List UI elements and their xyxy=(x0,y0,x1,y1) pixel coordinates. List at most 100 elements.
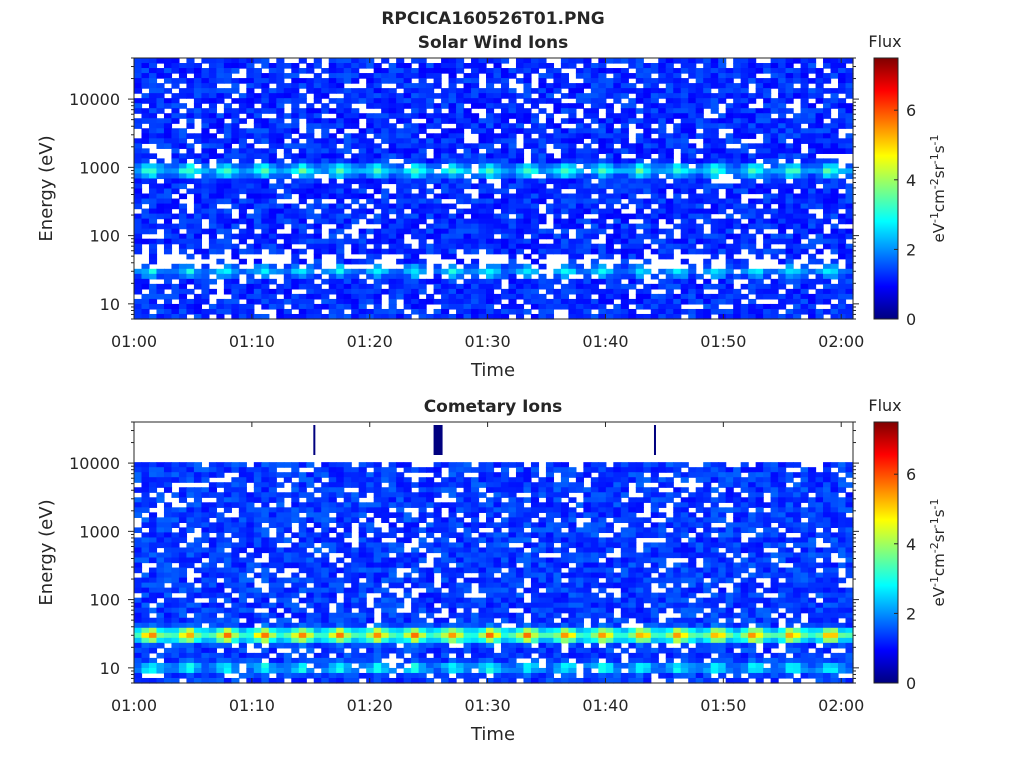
heatmap-cell xyxy=(695,168,704,175)
heatmap-cell xyxy=(823,123,832,129)
heatmap-cell xyxy=(793,198,802,205)
heatmap-cell xyxy=(830,258,839,265)
heatmap-cell xyxy=(201,637,210,644)
heatmap-cell xyxy=(268,512,277,518)
heatmap-cell xyxy=(456,123,465,129)
heatmap-cell xyxy=(261,662,270,669)
heatmap-cell xyxy=(291,253,300,260)
heatmap-cell xyxy=(515,288,525,295)
heatmap-cell xyxy=(673,103,682,109)
heatmap-cell xyxy=(441,143,450,149)
heatmap-cell xyxy=(186,238,195,245)
heatmap-cell xyxy=(134,477,143,483)
heatmap-cell xyxy=(553,158,562,164)
heatmap-cell xyxy=(141,138,150,144)
heatmap-cell xyxy=(268,497,277,503)
heatmap-cell xyxy=(261,537,270,544)
heatmap-cell xyxy=(815,113,824,119)
heatmap-cell xyxy=(298,552,307,559)
heatmap-cell xyxy=(620,233,629,240)
heatmap-cell xyxy=(755,128,764,134)
heatmap-cell xyxy=(628,158,637,164)
heatmap-cell xyxy=(800,228,809,235)
heatmap-cell xyxy=(418,298,427,305)
heatmap-cell xyxy=(688,213,697,220)
heatmap-cell xyxy=(141,617,150,624)
heatmap-cell xyxy=(141,228,150,235)
heatmap-cell xyxy=(216,153,225,159)
heatmap-cell xyxy=(808,238,817,245)
heatmap-cell xyxy=(178,203,188,210)
heatmap-cell xyxy=(830,228,839,235)
heatmap-cell xyxy=(186,288,195,295)
heatmap-cell xyxy=(163,677,173,684)
heatmap-cell xyxy=(478,228,487,235)
heatmap-cell xyxy=(538,133,547,139)
heatmap-cell xyxy=(403,313,412,320)
heatmap-cell xyxy=(635,223,644,230)
heatmap-cell xyxy=(823,203,832,210)
heatmap-cell xyxy=(778,173,787,180)
heatmap-cell xyxy=(141,173,150,180)
heatmap-cell xyxy=(815,138,824,144)
heatmap-cell xyxy=(403,273,412,280)
heatmap-cell xyxy=(680,103,689,109)
heatmap-cell xyxy=(186,93,195,99)
heatmap-cell xyxy=(291,552,300,559)
heatmap-cell xyxy=(268,133,277,139)
heatmap-cell xyxy=(268,143,277,149)
heatmap-cell xyxy=(396,93,405,99)
heatmap-cell xyxy=(530,193,540,200)
heatmap-cell xyxy=(793,218,802,225)
heatmap-cell xyxy=(358,113,367,119)
heatmap-cell xyxy=(785,233,794,240)
heatmap-cell xyxy=(845,68,854,74)
heatmap-cell xyxy=(388,313,397,320)
heatmap-cell xyxy=(538,153,547,159)
heatmap-cell xyxy=(358,203,367,210)
heatmap-cell xyxy=(328,88,337,94)
heatmap-cell xyxy=(238,173,247,180)
heatmap-cell xyxy=(740,178,749,185)
heatmap-cell xyxy=(381,188,390,195)
heatmap-cell xyxy=(246,173,255,180)
heatmap-cell xyxy=(373,178,382,185)
heatmap-cell xyxy=(613,208,622,215)
heatmap-cell xyxy=(515,113,525,119)
heatmap-cell xyxy=(253,258,262,265)
heatmap-cell xyxy=(403,223,412,230)
heatmap-cell xyxy=(471,218,480,225)
heatmap-cell xyxy=(740,173,749,180)
heatmap-cell xyxy=(620,118,629,124)
heatmap-cell xyxy=(201,617,210,624)
heatmap-cell xyxy=(471,148,480,154)
heatmap-cell xyxy=(718,163,727,170)
heatmap-cell xyxy=(515,208,525,215)
heatmap-cell xyxy=(291,258,300,265)
heatmap-cell xyxy=(253,213,262,220)
heatmap-cell xyxy=(291,587,300,594)
heatmap-cell xyxy=(193,592,203,599)
heatmap-cell xyxy=(163,662,173,669)
heatmap-cell xyxy=(373,308,382,315)
heatmap-cell xyxy=(800,303,809,310)
heatmap-cell xyxy=(478,288,487,295)
heatmap-cell xyxy=(276,547,285,554)
heatmap-cell xyxy=(785,118,794,124)
heatmap-cell xyxy=(441,173,450,180)
heatmap-cell xyxy=(193,642,203,649)
heatmap-cell xyxy=(148,577,158,584)
heatmap-cell xyxy=(515,118,525,124)
heatmap-cell xyxy=(231,293,240,300)
heatmap-cell xyxy=(823,238,832,245)
heatmap-cell xyxy=(141,78,150,84)
heatmap-cell xyxy=(134,288,143,295)
heatmap-cell xyxy=(313,467,322,473)
heatmap-cell xyxy=(471,68,480,74)
heatmap-cell xyxy=(605,223,614,230)
heatmap-cell xyxy=(650,148,659,154)
heatmap-cell xyxy=(433,63,442,69)
heatmap-cell xyxy=(725,228,734,235)
heatmap-cell xyxy=(433,73,442,79)
heatmap-cell xyxy=(261,168,270,175)
